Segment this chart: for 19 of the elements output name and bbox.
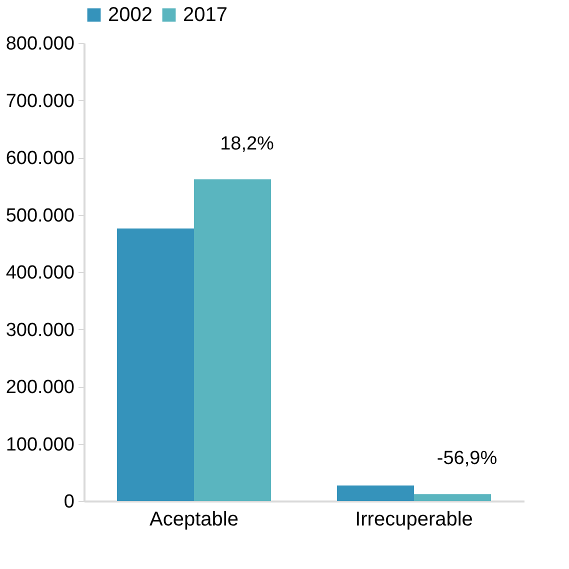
y-tick-label: 500.000 — [6, 205, 74, 226]
legend-label: 2017 — [183, 4, 228, 26]
bar — [414, 494, 491, 501]
y-tick-label: 400.000 — [6, 262, 74, 284]
x-tick-label: Aceptable — [150, 508, 238, 530]
y-tick-label: 200.000 — [6, 377, 74, 398]
annotation: 18,2% — [220, 133, 274, 154]
legend-label: 2002 — [108, 4, 152, 26]
y-tick-label: 0 — [64, 492, 74, 512]
bar — [117, 228, 194, 501]
y-tick-label: 700.000 — [6, 90, 74, 112]
y-tick-label: 100.000 — [6, 434, 74, 456]
annotation: -56,9% — [436, 448, 498, 470]
y-tick-label: 800.000 — [6, 34, 74, 54]
x-tick-label: Irrecuperable — [355, 508, 473, 530]
y-tick-label: 300.000 — [6, 320, 74, 341]
y-tick-label: 600.000 — [6, 148, 74, 169]
bar — [337, 486, 414, 501]
bar — [194, 179, 271, 501]
